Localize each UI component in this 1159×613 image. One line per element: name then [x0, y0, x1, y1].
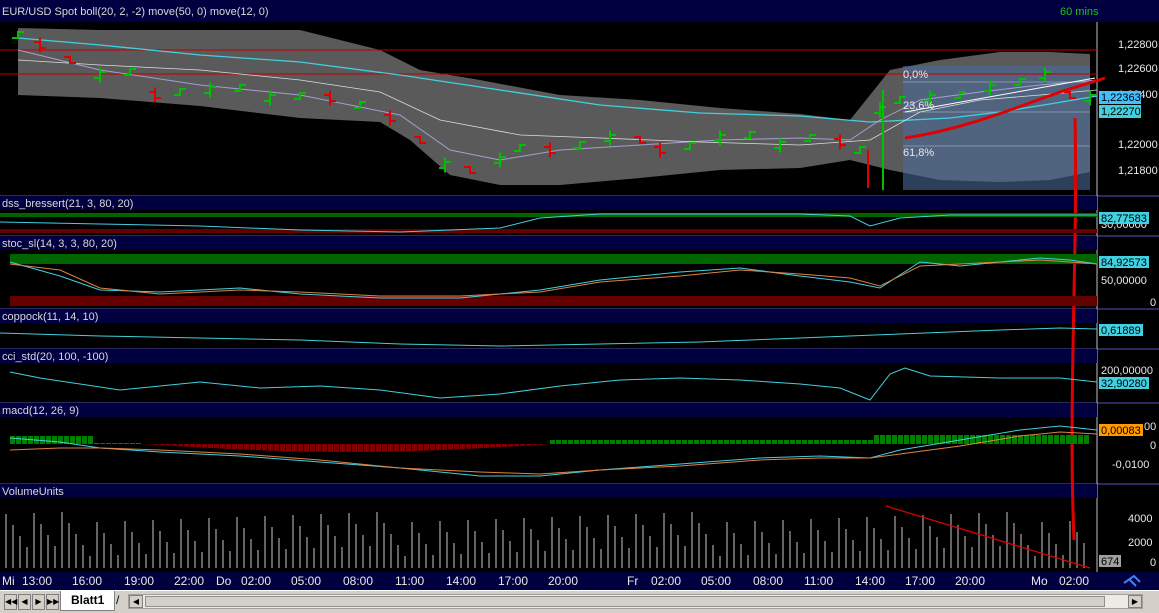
- macd-signal-line: [9, 431, 1098, 475]
- price-bars: [12, 31, 1096, 190]
- cci-pane-title: cci_std(20, 100, -100): [2, 351, 108, 363]
- time-axis-label: 13:00: [22, 574, 52, 588]
- horizontal-scrollbar[interactable]: ◀ ▶: [128, 594, 1143, 609]
- time-axis-label: 05:00: [291, 574, 321, 588]
- stoc-tick: 0: [1150, 297, 1156, 309]
- time-axis-label: Fr: [627, 574, 638, 588]
- volume-tick: 0: [1150, 557, 1156, 569]
- time-axis-label: 08:00: [343, 574, 373, 588]
- stoc-tag: 84,92573: [1101, 257, 1147, 269]
- scroll-left-icon[interactable]: ◀: [129, 595, 143, 608]
- time-axis-label: 20:00: [955, 574, 985, 588]
- tab-separator: /: [116, 593, 120, 607]
- coppock-pane-title: coppock(11, 14, 10): [2, 311, 98, 323]
- scroll-right-icon[interactable]: ▶: [1128, 595, 1142, 608]
- ma12-line: [17, 49, 1098, 161]
- coppock-line: [0, 327, 1098, 347]
- sheet-tab-bar: ◀◀ ◀ ▶ ▶▶ Blatt1 / ◀ ▶: [0, 590, 1159, 613]
- cursor-icon[interactable]: [1123, 574, 1141, 587]
- volume-tick: 2000: [1128, 537, 1152, 549]
- drawn-red-curve: [904, 76, 1106, 140]
- macd-pane-title: macd(12, 26, 9): [2, 405, 79, 417]
- time-axis: Mi 13:00 16:00 19:00 22:00 Do 02:00 05:00 08:00 1…: [2, 574, 1089, 588]
- time-axis-label: 08:00: [753, 574, 783, 588]
- time-axis-label: 19:00: [124, 574, 154, 588]
- time-axis-label: Do: [216, 574, 232, 588]
- next-sheet-button[interactable]: ▶: [32, 594, 45, 610]
- time-axis-label: 22:00: [174, 574, 204, 588]
- timeframe-label: 60 mins: [1060, 6, 1099, 18]
- time-axis-label: 17:00: [905, 574, 935, 588]
- volume-pane-title: VolumeUnits: [2, 486, 64, 498]
- macd-tag: 0,00083: [1101, 425, 1141, 437]
- time-axis-label: 17:00: [498, 574, 528, 588]
- volume-tick: 4000: [1128, 513, 1152, 525]
- time-axis-label: 20:00: [548, 574, 578, 588]
- time-axis-label: 02:00: [241, 574, 271, 588]
- fibonacci-zone: [903, 66, 1090, 190]
- macd-tick: -0,0100: [1112, 459, 1149, 471]
- time-axis-label: 05:00: [701, 574, 731, 588]
- dss-pane-title: dss_bressert(21, 3, 80, 20): [2, 198, 133, 210]
- scrollbar-thumb[interactable]: [145, 596, 1105, 607]
- time-axis-label: 14:00: [446, 574, 476, 588]
- prev-sheet-button[interactable]: ◀: [18, 594, 31, 610]
- stoc-tick: 50,00000: [1101, 275, 1147, 287]
- price-tag-lower: 1,22270: [1101, 106, 1141, 118]
- last-sheet-button[interactable]: ▶▶: [46, 594, 59, 610]
- stoc-d-line: [9, 259, 1098, 297]
- price-tick: 1,21800: [1118, 165, 1158, 177]
- chart-area[interactable]: EUR/USD Spot boll(20, 2, -2) move(50, 0)…: [0, 0, 1159, 590]
- cci-line: [9, 367, 1098, 401]
- price-tick: 1,22800: [1118, 39, 1158, 51]
- time-axis-label: 11:00: [804, 574, 833, 588]
- dss-tag: 82,77583: [1101, 213, 1147, 225]
- dss-line: [0, 213, 1097, 233]
- volume-bars: [5, 512, 1085, 568]
- stoc-k-line: [9, 257, 1098, 299]
- volume-tag: 674: [1101, 556, 1119, 568]
- macd-tick: 0: [1150, 440, 1156, 452]
- time-axis-label: 14:00: [855, 574, 885, 588]
- price-tick: 1,22600: [1118, 63, 1158, 75]
- macd-tick: 00: [1144, 421, 1156, 433]
- cci-tick: 200,00000: [1101, 365, 1153, 377]
- time-axis-label: 16:00: [72, 574, 102, 588]
- coppock-tag: 0,61889: [1101, 325, 1141, 337]
- macd-histogram: [10, 435, 1089, 452]
- drawn-red-vertical: [1070, 117, 1078, 541]
- time-axis-label: Mo: [1031, 574, 1048, 588]
- cci-tag: 32,90280: [1101, 378, 1147, 390]
- first-sheet-button[interactable]: ◀◀: [4, 594, 17, 610]
- ma50-line: [17, 37, 1098, 123]
- time-axis-label: Mi: [2, 574, 15, 588]
- fib-label-236: 23,6%: [903, 100, 934, 112]
- fib-label-0: 0,0%: [903, 69, 928, 81]
- sheet-tab-blatt1[interactable]: Blatt1: [60, 591, 116, 611]
- price-tick: 1,22000: [1118, 139, 1158, 151]
- bollinger-band: [18, 28, 1090, 185]
- price-tag-upper: 1,22363: [1101, 92, 1141, 104]
- stoc-pane-title: stoc_sl(14, 3, 3, 80, 20): [2, 238, 117, 250]
- fib-label-618: 61,8%: [903, 147, 934, 159]
- time-axis-label: 02:00: [651, 574, 681, 588]
- price-pane-title: EUR/USD Spot boll(20, 2, -2) move(50, 0)…: [2, 6, 269, 18]
- time-axis-label: 02:00: [1059, 574, 1089, 588]
- time-axis-label: 11:00: [395, 574, 424, 588]
- boll-mid-line: [17, 59, 1098, 146]
